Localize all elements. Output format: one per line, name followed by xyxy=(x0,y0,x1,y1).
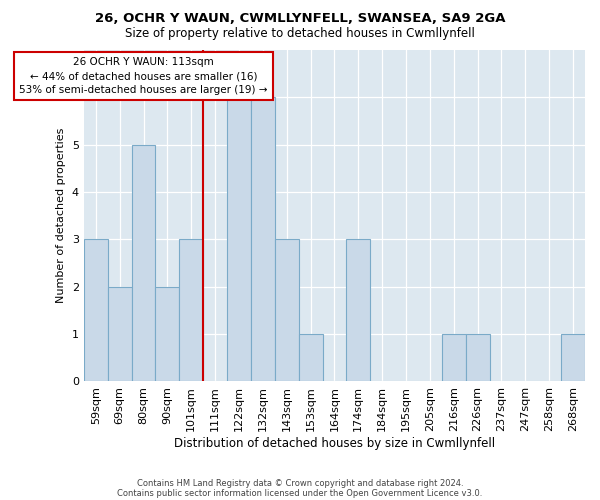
Bar xyxy=(131,144,155,382)
Text: Size of property relative to detached houses in Cwmllynfell: Size of property relative to detached ho… xyxy=(125,28,475,40)
Bar xyxy=(227,98,251,382)
Bar xyxy=(108,287,131,382)
Text: 26, OCHR Y WAUN, CWMLLYNFELL, SWANSEA, SA9 2GA: 26, OCHR Y WAUN, CWMLLYNFELL, SWANSEA, S… xyxy=(95,12,505,26)
Bar xyxy=(275,240,299,382)
Bar xyxy=(442,334,466,382)
Bar xyxy=(299,334,323,382)
Bar xyxy=(251,98,275,382)
Y-axis label: Number of detached properties: Number of detached properties xyxy=(56,128,67,304)
Bar xyxy=(561,334,585,382)
Bar xyxy=(179,240,203,382)
Bar xyxy=(155,287,179,382)
Bar xyxy=(466,334,490,382)
Text: Contains HM Land Registry data © Crown copyright and database right 2024.: Contains HM Land Registry data © Crown c… xyxy=(137,478,463,488)
X-axis label: Distribution of detached houses by size in Cwmllynfell: Distribution of detached houses by size … xyxy=(174,437,495,450)
Bar xyxy=(346,240,370,382)
Text: 26 OCHR Y WAUN: 113sqm
← 44% of detached houses are smaller (16)
53% of semi-det: 26 OCHR Y WAUN: 113sqm ← 44% of detached… xyxy=(19,57,268,95)
Bar xyxy=(84,240,108,382)
Text: Contains public sector information licensed under the Open Government Licence v3: Contains public sector information licen… xyxy=(118,488,482,498)
